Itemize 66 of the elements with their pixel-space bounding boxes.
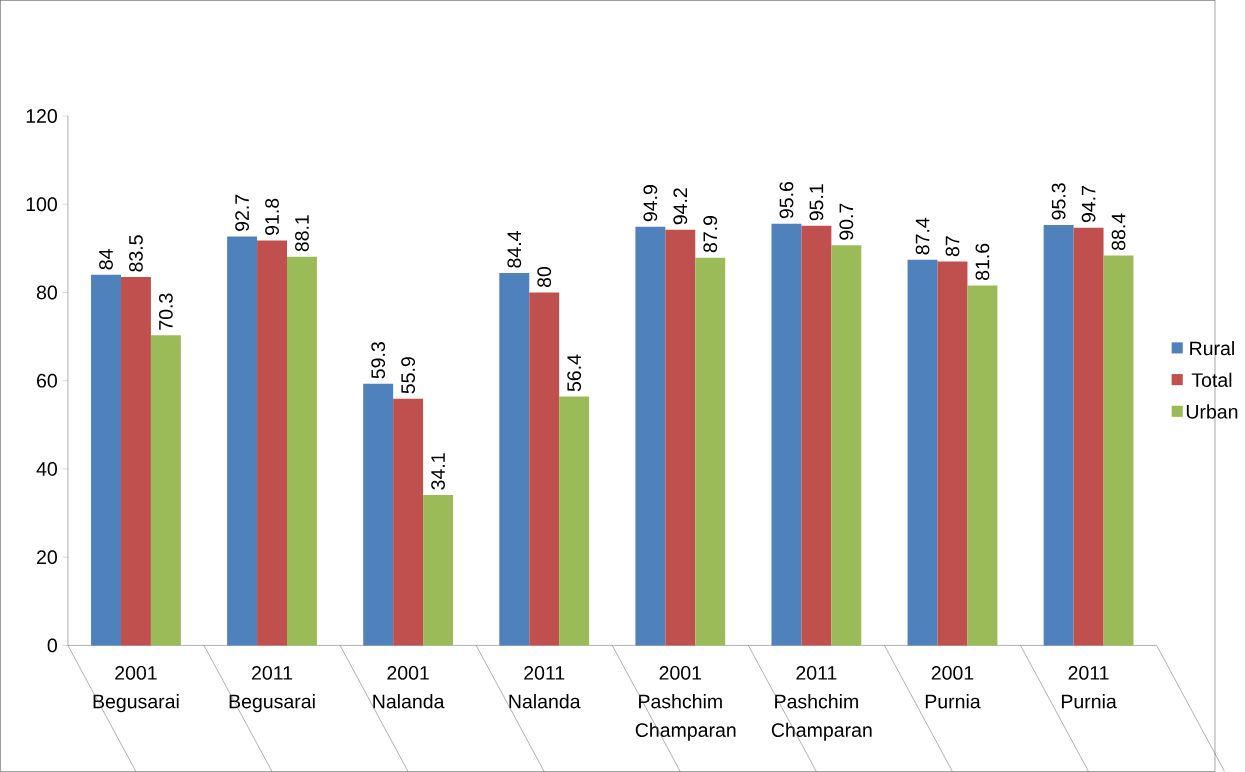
y-tick-label: 0	[47, 638, 57, 653]
data-label: 81.6	[975, 243, 990, 281]
x-tick-label: 2001 Pashchim Champaran	[635, 666, 736, 741]
bar	[423, 495, 454, 646]
data-label: 34.1	[431, 453, 445, 490]
bar	[91, 274, 121, 646]
x-tick-label: 2001 Begusarai	[93, 666, 179, 713]
y-tick-label: 120	[26, 109, 57, 123]
data-label: 55.9	[401, 357, 416, 394]
data-label: 95.3	[1051, 183, 1066, 220]
bar	[499, 273, 530, 646]
bar	[529, 292, 560, 646]
bar	[150, 335, 181, 646]
data-label: 59.3	[371, 342, 386, 379]
data-label: 90.7	[839, 203, 854, 240]
data-label: 83.5	[129, 235, 143, 272]
bar	[287, 256, 317, 646]
bar	[1103, 255, 1134, 646]
y-tick-label: 80	[36, 285, 57, 300]
data-label: 88.4	[1111, 213, 1126, 251]
bar	[393, 398, 424, 646]
bar	[559, 396, 590, 646]
data-label: 56.4	[567, 354, 582, 392]
data-label: 84.4	[507, 231, 522, 268]
legend-label: Rural	[1190, 341, 1234, 356]
x-tick-label: 2011 Pashchim Champaran	[771, 666, 872, 741]
y-tick-label: 100	[26, 197, 57, 212]
bar	[665, 229, 696, 646]
bar	[907, 259, 938, 646]
bar	[801, 225, 832, 646]
legend-label: Total	[1191, 372, 1232, 388]
bar	[120, 277, 151, 646]
bar	[227, 236, 258, 646]
bar	[771, 223, 802, 646]
data-label: 95.6	[779, 182, 794, 219]
x-tick-label: 2001 Nalanda	[373, 666, 445, 709]
data-label: 91.8	[265, 198, 279, 235]
bar	[937, 261, 968, 646]
y-tick-label: 60	[37, 373, 57, 388]
data-label: 92.7	[235, 194, 249, 232]
bar	[635, 226, 666, 646]
y-tick-label: 20	[37, 550, 57, 565]
x-tick-label: 2011 Begusarai	[229, 666, 315, 713]
data-label: 84	[99, 249, 113, 270]
legend-label: Urban	[1186, 404, 1238, 419]
data-label: 94.2	[673, 188, 688, 225]
x-tick-label: 2001 Purnia	[925, 666, 981, 709]
data-label: 87	[945, 236, 960, 257]
data-label: 87.9	[703, 216, 718, 253]
bar	[967, 285, 998, 646]
data-label: 94.9	[643, 185, 658, 222]
bar	[1043, 225, 1074, 646]
data-label: 87.4	[915, 217, 930, 255]
y-tick-label: 40	[36, 462, 57, 476]
x-tick-label: 2011 Nalanda	[509, 666, 581, 709]
data-label: 95.1	[809, 184, 824, 221]
bar	[363, 383, 394, 646]
data-label: 80	[537, 267, 552, 288]
x-tick-label: 2011 Purnia	[1061, 666, 1117, 709]
data-label: 70.3	[158, 293, 173, 330]
data-label: 88.1	[295, 215, 309, 252]
bar	[831, 245, 862, 646]
bar	[695, 257, 726, 646]
data-label: 94.7	[1081, 186, 1096, 223]
bar	[257, 240, 288, 646]
bar	[1073, 227, 1104, 646]
